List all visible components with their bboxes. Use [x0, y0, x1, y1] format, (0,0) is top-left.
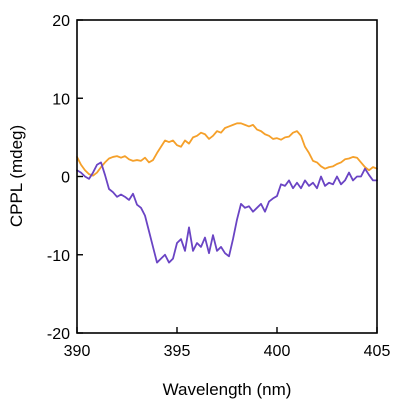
y-tick-label: -20 [47, 326, 70, 343]
x-tick-label: 405 [364, 343, 391, 360]
x-tick-label: 395 [164, 343, 191, 360]
y-axis: -20 -10 0 10 20 [47, 13, 83, 343]
y-tick-label: 0 [61, 170, 70, 187]
x-axis-title: Wavelength (nm) [163, 380, 292, 399]
y-tick-label: 20 [52, 13, 70, 30]
x-axis: 390 395 400 405 [64, 327, 391, 360]
series-line-1 [76, 122, 378, 177]
y-axis-title: CPPL (mdeg) [7, 125, 26, 227]
x-tick-label: 390 [64, 343, 91, 360]
series-line-2 [76, 161, 378, 264]
plot-frame [76, 19, 378, 334]
y-tick-label: -10 [47, 248, 70, 265]
y-tick-label: 10 [52, 91, 70, 108]
x-tick-label: 400 [264, 343, 291, 360]
chart-marks [76, 122, 378, 264]
